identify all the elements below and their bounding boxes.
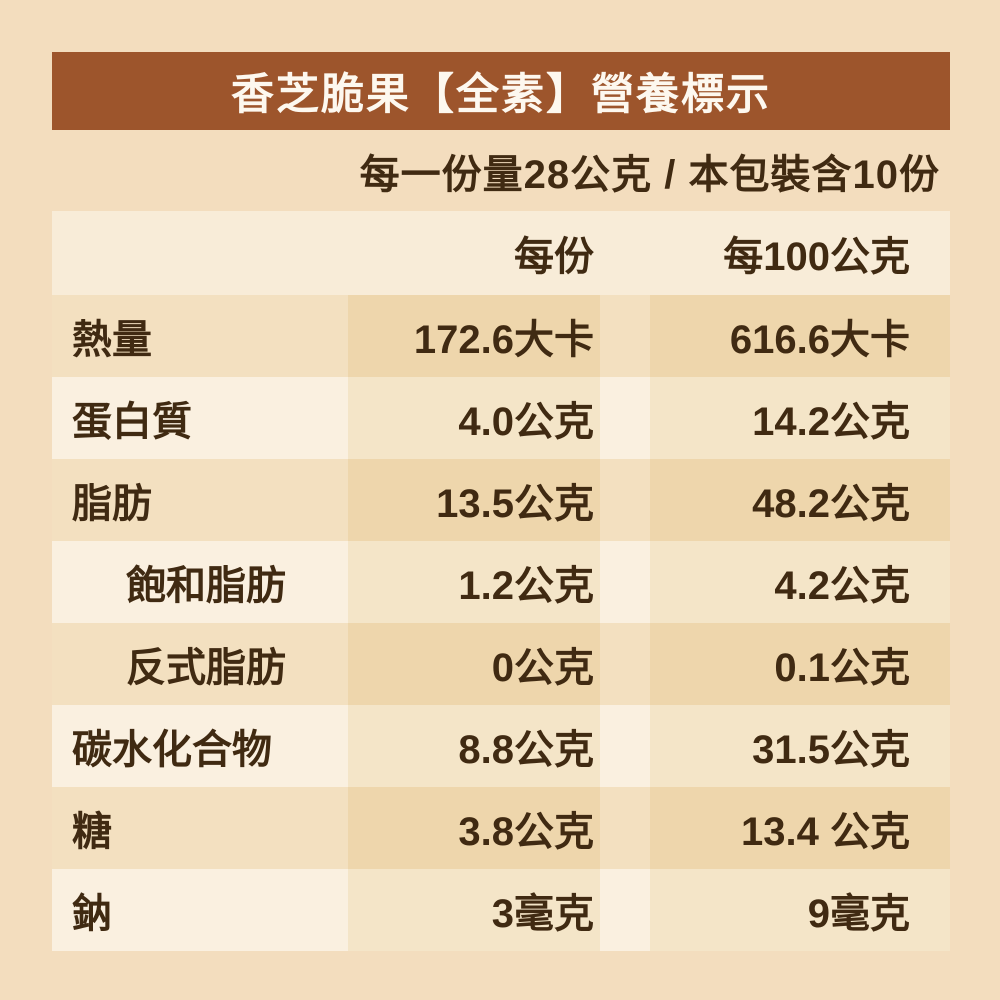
table-row-protein: 蛋白質 4.0公克 14.2公克 — [52, 377, 950, 459]
value-per-100g: 31.5公克 — [650, 705, 950, 787]
column-header-per-serving: 每份 — [514, 235, 594, 279]
row-label: 熱量 — [52, 295, 348, 377]
value-per-serving: 172.6大卡 — [348, 295, 600, 377]
column-gap — [600, 705, 650, 787]
row-label: 蛋白質 — [52, 377, 348, 459]
value-per-serving: 8.8公克 — [348, 705, 600, 787]
table-row-carbohydrate: 碳水化合物 8.8公克 31.5公克 — [52, 705, 950, 787]
table-row-saturated-fat: 飽和脂肪 1.2公克 4.2公克 — [52, 541, 950, 623]
column-gap — [600, 869, 650, 951]
table-header-row: 每份 每100公克 — [52, 211, 950, 295]
row-label: 碳水化合物 — [52, 705, 348, 787]
header-spacer — [52, 211, 348, 295]
table-row-trans-fat: 反式脂肪 0公克 0.1公克 — [52, 623, 950, 705]
column-header-per-100g: 每100公克 — [723, 235, 910, 279]
column-gap — [600, 377, 650, 459]
row-label: 飽和脂肪 — [52, 541, 348, 623]
value-per-serving: 13.5公克 — [348, 459, 600, 541]
column-gap — [600, 459, 650, 541]
nutrition-table: 每份 每100公克 熱量 172.6大卡 616.6大卡 蛋白質 4.0公克 1… — [52, 211, 950, 951]
value-per-100g: 4.2公克 — [650, 541, 950, 623]
value-per-serving: 4.0公克 — [348, 377, 600, 459]
page-title: 香芝脆果【全素】營養標示 — [231, 71, 771, 119]
value-per-100g: 48.2公克 — [650, 459, 950, 541]
serving-info-text: 每一份量28公克 / 本包裝含10份 — [359, 152, 940, 197]
column-gap — [600, 541, 650, 623]
row-label: 糖 — [52, 787, 348, 869]
value-per-serving: 0公克 — [348, 623, 600, 705]
serving-info-row: 每一份量28公克 / 本包裝含10份 — [52, 130, 940, 211]
value-per-100g: 9毫克 — [650, 869, 950, 951]
table-row-fat: 脂肪 13.5公克 48.2公克 — [52, 459, 950, 541]
column-gap — [600, 211, 650, 295]
value-per-100g: 0.1公克 — [650, 623, 950, 705]
value-per-100g: 616.6大卡 — [650, 295, 950, 377]
table-row-calories: 熱量 172.6大卡 616.6大卡 — [52, 295, 950, 377]
value-per-100g: 14.2公克 — [650, 377, 950, 459]
row-label: 脂肪 — [52, 459, 348, 541]
value-per-100g: 13.4 公克 — [650, 787, 950, 869]
column-gap — [600, 623, 650, 705]
row-label: 反式脂肪 — [52, 623, 348, 705]
column-gap — [600, 295, 650, 377]
table-row-sugar: 糖 3.8公克 13.4 公克 — [52, 787, 950, 869]
column-gap — [600, 787, 650, 869]
row-label: 鈉 — [52, 869, 348, 951]
table-row-sodium: 鈉 3毫克 9毫克 — [52, 869, 950, 951]
value-per-serving: 3.8公克 — [348, 787, 600, 869]
value-per-serving: 3毫克 — [348, 869, 600, 951]
title-bar: 香芝脆果【全素】營養標示 — [52, 52, 950, 130]
value-per-serving: 1.2公克 — [348, 541, 600, 623]
